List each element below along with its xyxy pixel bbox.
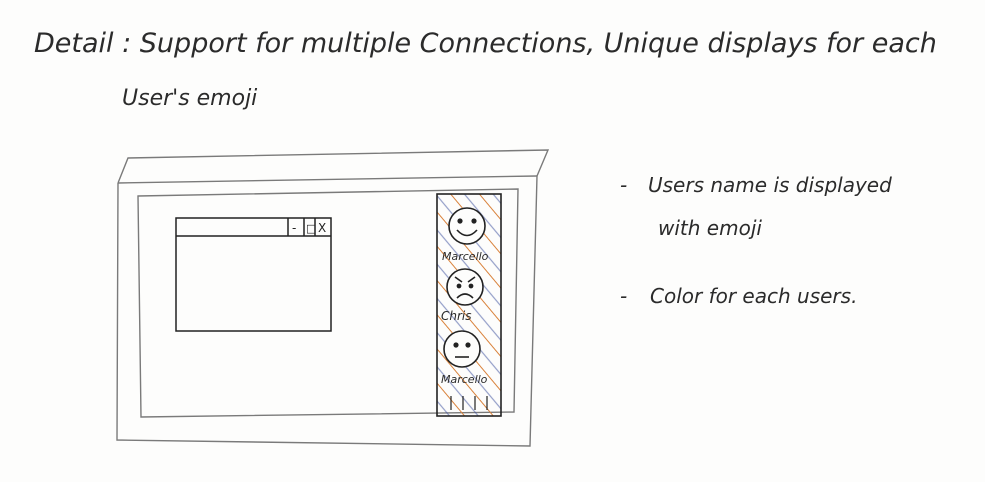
note-line-1: Color for each users. <box>650 284 857 308</box>
note-2: - Color for each users. <box>620 284 857 308</box>
note-line-2: with emoji <box>658 216 762 240</box>
user-card-1[interactable]: Marcello <box>442 207 489 263</box>
note-bullet: - <box>620 284 627 308</box>
user-name: Marcello <box>441 373 488 386</box>
note-line-1: Users name is displayed <box>648 173 892 197</box>
chat-window <box>175 217 332 332</box>
user-card-3[interactable]: Marcello <box>441 330 488 386</box>
monitor-frame <box>116 149 550 447</box>
smiling-face-icon <box>448 207 486 245</box>
angry-face-icon <box>446 268 484 306</box>
neutral-face-icon <box>443 330 481 368</box>
user-name: Marcello <box>442 250 489 263</box>
close-icon[interactable]: X <box>318 221 326 235</box>
maximize-icon[interactable]: □ <box>306 222 316 235</box>
minimize-icon[interactable]: - <box>292 221 296 235</box>
user-card-2[interactable]: Chris <box>441 268 484 323</box>
note-bullet: - <box>620 173 627 197</box>
header-line-1: Detail : Support for multiple Connection… <box>34 28 937 59</box>
header-line-2: User's emoji <box>122 86 257 111</box>
user-name: Chris <box>441 309 472 323</box>
note-1: - Users name is displayed with emoji <box>620 173 892 240</box>
